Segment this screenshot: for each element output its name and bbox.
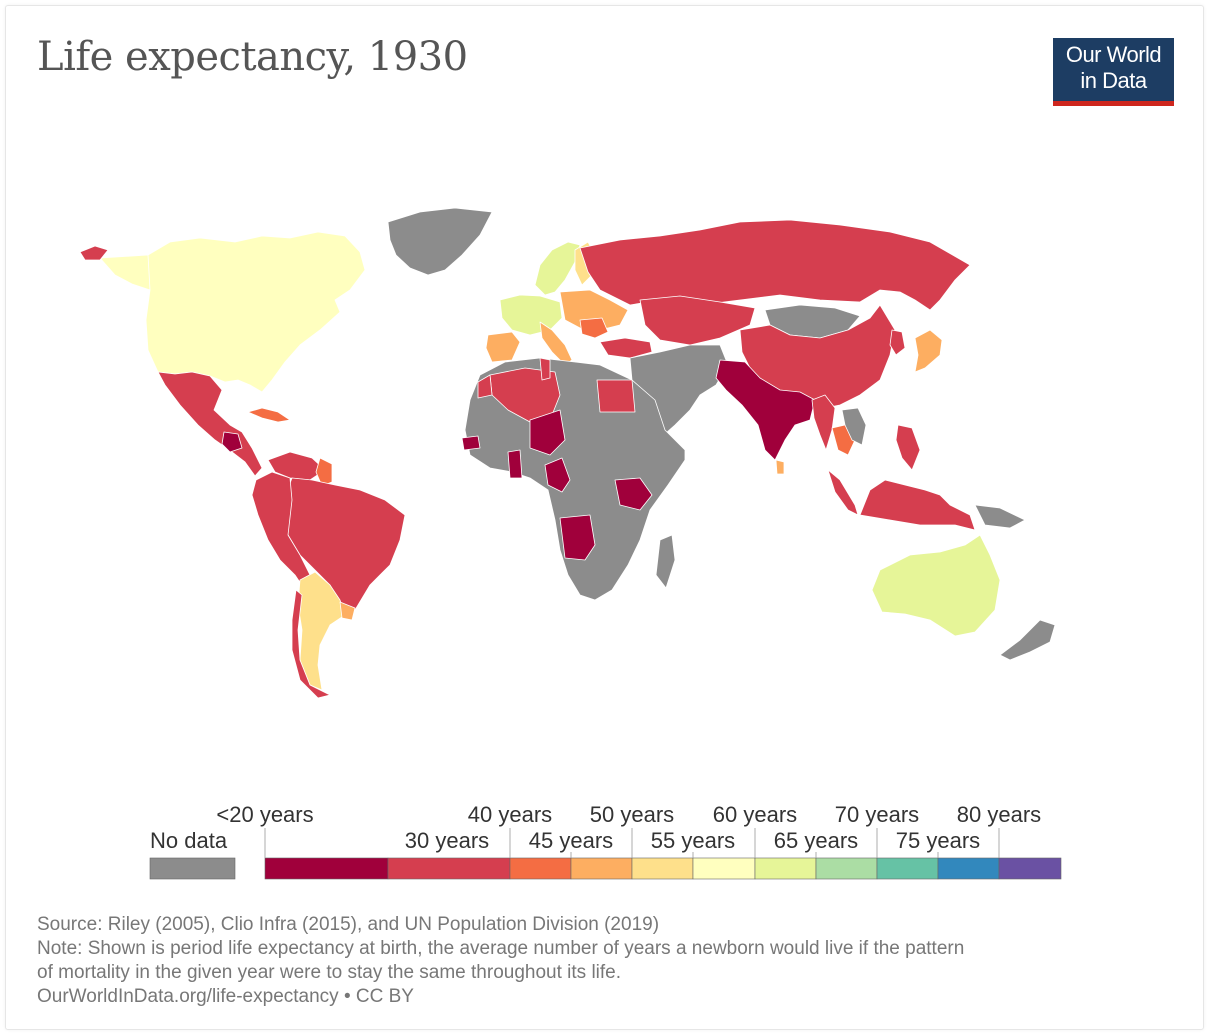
legend-swatch-75-years[interactable] [937, 857, 1000, 880]
region-tunisia[interactable] [539, 357, 551, 381]
legend-swatch-no-data[interactable] [149, 857, 236, 880]
legend-label: <20 years [216, 802, 314, 827]
region-central-asia[interactable] [639, 295, 756, 346]
note-text-line-1: Note: Shown is period life expectancy at… [37, 938, 965, 959]
region-indonesia[interactable] [859, 479, 976, 531]
region-iberia[interactable] [485, 331, 521, 363]
region-indochina[interactable] [841, 407, 867, 446]
legend-swatch-50-years[interactable] [631, 857, 694, 880]
legend-no-data-label: No data [150, 828, 228, 853]
legend-swatch-45-years[interactable] [570, 857, 633, 880]
region-greenland[interactable] [387, 207, 493, 276]
region-myanmar[interactable] [811, 394, 836, 451]
region-new-zealand[interactable] [999, 619, 1056, 661]
region-japan[interactable] [914, 329, 943, 373]
legend-label: 60 years [712, 802, 798, 827]
region-morocco[interactable] [477, 374, 493, 399]
region-niger[interactable] [529, 409, 566, 456]
legend-label: 80 years [956, 802, 1042, 827]
region-sri-lanka[interactable] [775, 459, 785, 475]
region-ghana[interactable] [507, 449, 523, 479]
legend-label: 65 years [773, 828, 859, 853]
region-cuba[interactable] [247, 407, 291, 423]
region-iceland[interactable] [79, 245, 109, 261]
logo-line-1: Our World [1065, 42, 1162, 67]
region-madagascar[interactable] [655, 534, 676, 589]
region-kenya[interactable] [614, 477, 653, 511]
region-brazil[interactable] [279, 477, 406, 611]
legend-label: 50 years [589, 802, 675, 827]
note-text-line-2: of mortality in the given year were to s… [37, 962, 622, 983]
chart-title: Life expectancy, 1930 [37, 34, 468, 80]
region-chile[interactable] [291, 589, 331, 699]
region-scandinavia[interactable] [534, 241, 581, 296]
owid-logo[interactable]: Our World in Data [1053, 38, 1174, 106]
region-angola[interactable] [559, 514, 596, 561]
region-africa[interactable] [464, 357, 686, 601]
region-malaysia[interactable] [827, 469, 859, 516]
region-guatemala[interactable] [221, 431, 243, 453]
legend-label: 55 years [650, 828, 736, 853]
legend-swatch-80-years[interactable] [998, 857, 1062, 880]
region-india[interactable] [715, 359, 816, 461]
logo-line-2: in Data [1080, 68, 1147, 93]
region-russia[interactable] [579, 219, 971, 311]
url-license-text[interactable]: OurWorldInData.org/life-expectancy • CC … [37, 986, 414, 1007]
legend-swatch-60-years[interactable] [754, 857, 817, 880]
region-uruguay[interactable] [339, 601, 356, 621]
chart-footer: Source: Riley (2005), Clio Infra (2015),… [37, 913, 1147, 1009]
region-egypt[interactable] [596, 379, 636, 413]
region-argentina[interactable] [297, 571, 346, 691]
region-new-guinea[interactable] [974, 504, 1026, 529]
legend-label: 45 years [528, 828, 614, 853]
region-senegal[interactable] [461, 435, 481, 451]
legend-label: 75 years [895, 828, 981, 853]
region-cameroon[interactable] [544, 457, 571, 493]
legend-swatch-40-years[interactable] [509, 857, 572, 880]
region-korea[interactable] [889, 329, 906, 356]
region-romania[interactable] [579, 317, 609, 339]
legend-swatch-65-years[interactable] [815, 857, 878, 880]
legend-label: 30 years [404, 828, 490, 853]
legend-swatch-55-years[interactable] [692, 857, 756, 880]
legend-swatch-30-years[interactable] [387, 857, 511, 880]
legend-label: 70 years [834, 802, 920, 827]
region-australia[interactable] [871, 534, 1001, 637]
source-text: Source: Riley (2005), Clio Infra (2015),… [37, 914, 660, 935]
region-philippines[interactable] [895, 424, 921, 471]
region-eastern-europe[interactable] [559, 289, 629, 331]
legend-label: 40 years [467, 802, 553, 827]
region-western-europe[interactable] [499, 294, 563, 336]
region-turkey[interactable] [599, 337, 653, 359]
region-north-america[interactable] [99, 231, 366, 393]
legend-swatch-70-years[interactable] [876, 857, 939, 880]
legend-swatch--20-years[interactable] [264, 857, 389, 880]
region-mexico-and-central-america[interactable] [157, 371, 263, 477]
